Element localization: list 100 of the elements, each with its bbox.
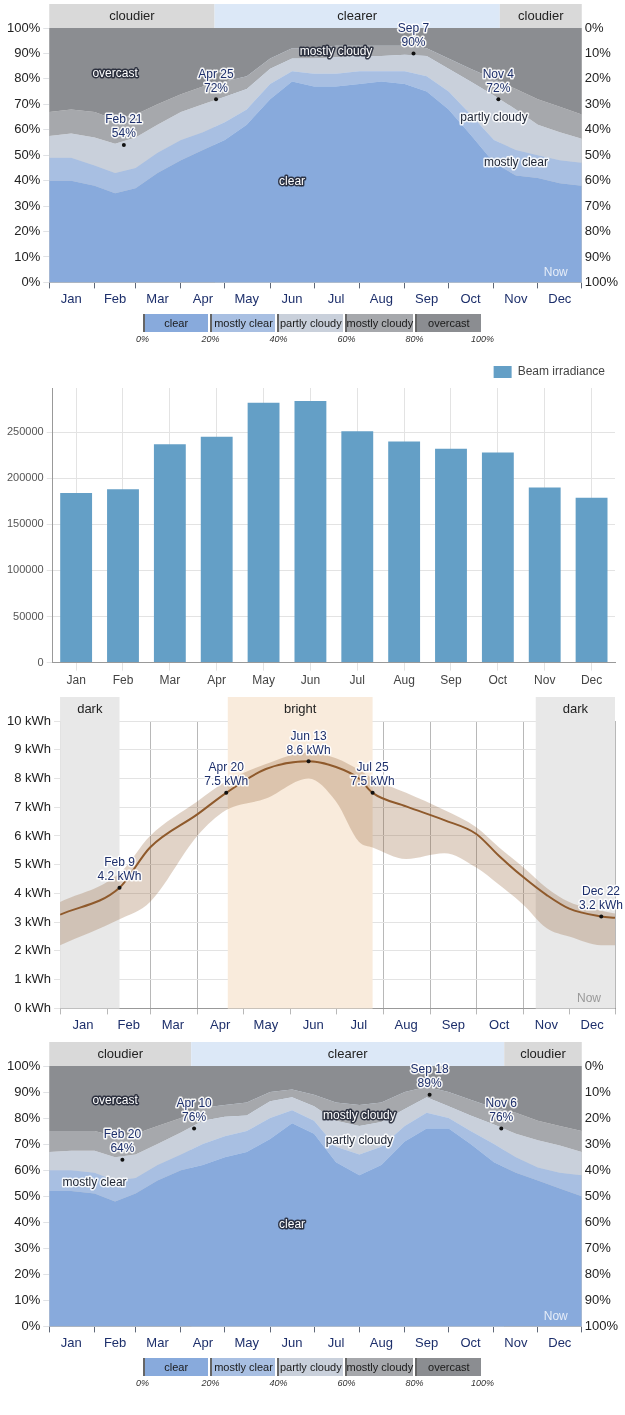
- y-tick-label: 100%: [7, 1057, 41, 1073]
- color-bar-label: 80%: [405, 334, 424, 344]
- series-label: mostly clear: [483, 155, 548, 170]
- y2-tick-label: 90%: [584, 1291, 612, 1307]
- y2-tick-label: 100%: [584, 273, 619, 289]
- bar: [153, 444, 186, 663]
- y2-tick-label: 0%: [584, 1057, 604, 1073]
- text: partly cloudy: [279, 1361, 342, 1373]
- y-tick-label: 30%: [14, 1239, 41, 1255]
- text: mostly clear: [214, 1361, 273, 1373]
- annotation: Feb 21 54%: [105, 112, 143, 141]
- y-tick-label: 8 kWh: [14, 770, 52, 786]
- y2-tick-label: 70%: [584, 1239, 612, 1255]
- annotation: Apr 25 72%: [198, 66, 235, 95]
- x-tick-label: Mar: [146, 290, 170, 306]
- y-tick-label: 10%: [14, 248, 41, 264]
- x-tick-label: Dec: [548, 1334, 572, 1350]
- x-tick-label: Jun: [281, 1334, 303, 1350]
- annotation: Jun 13 8.6 kWh: [286, 728, 331, 757]
- y-tick-label: 70%: [14, 95, 41, 111]
- x-tick-label: Sep: [415, 1334, 439, 1350]
- x-tick-label: Jan: [60, 290, 82, 306]
- color-bar-label: 100%: [470, 334, 495, 344]
- x-tick-label: Aug: [393, 673, 415, 688]
- text: clear: [142, 1358, 208, 1376]
- series-label: mostly cloudy: [323, 1107, 396, 1122]
- text: overcast: [428, 317, 470, 329]
- x-tick-label: Sep: [441, 1016, 465, 1032]
- series-label: partly cloudy: [460, 109, 528, 124]
- x-tick-label: Feb: [112, 673, 134, 688]
- x-tick-label: Feb: [103, 290, 127, 306]
- x-tick-label: Jan: [66, 673, 86, 688]
- x-tick-label: May: [234, 1334, 260, 1350]
- y-tick-label: 9 kWh: [14, 741, 52, 757]
- color-bar-label: 20%: [201, 334, 220, 344]
- y-tick-label: 4 kWh: [14, 885, 52, 901]
- annotation: Dec 22 3.2 kWh: [578, 883, 623, 912]
- annotation: Apr 10 76%: [176, 1095, 213, 1124]
- y2-tick-label: 30%: [584, 1135, 612, 1151]
- x-tick-label: Oct: [460, 1334, 482, 1350]
- y2-tick-label: 100%: [584, 1317, 619, 1333]
- y2-tick-label: 40%: [584, 1161, 612, 1177]
- x-tick-label: Jul: [327, 290, 345, 306]
- y-tick-label: 2 kWh: [14, 942, 52, 958]
- y2-tick-label: 60%: [584, 172, 612, 188]
- x-tick-label: Apr: [192, 1334, 214, 1350]
- color-bar-label: 60%: [337, 1378, 356, 1388]
- y-tick-label: 1 kWh: [14, 971, 52, 987]
- text: mostly clear: [214, 317, 273, 329]
- x-tick-label: Aug: [369, 1334, 393, 1350]
- y-tick-label: 50000: [13, 609, 44, 622]
- annotation: Now: [543, 264, 569, 279]
- color-bar-label: 60%: [337, 334, 356, 344]
- x-tick-label: Dec: [580, 673, 603, 688]
- series-label: overcast: [92, 1093, 139, 1108]
- y-tick-label: 60%: [14, 1161, 41, 1177]
- x-tick-label: Nov: [534, 673, 556, 688]
- x-tick-label: Aug: [369, 290, 393, 306]
- band-label: cloudier: [97, 1045, 144, 1061]
- y-tick-label: 0 kWh: [14, 999, 52, 1015]
- bar: [294, 400, 327, 663]
- band-label: cloudier: [109, 7, 156, 23]
- y2-tick-label: 40%: [584, 121, 612, 137]
- x-tick-label: Mar: [159, 673, 181, 688]
- bar: [247, 402, 280, 663]
- annotation: Nov 6 76%: [485, 1095, 518, 1124]
- color-bar-label: 20%: [201, 1378, 220, 1388]
- y-tick-label: 20%: [14, 1265, 41, 1281]
- y-tick-label: 90%: [14, 1083, 41, 1099]
- y2-tick-label: 30%: [584, 95, 612, 111]
- x-tick-label: Apr: [210, 1016, 231, 1032]
- color-bar-label: 0%: [135, 334, 150, 344]
- band-label: cloudier: [520, 1045, 567, 1061]
- y-tick-label: 0: [37, 655, 44, 668]
- y-tick-label: 100000: [6, 563, 44, 576]
- series-label: mostly cloudy: [299, 43, 373, 58]
- color-bar-label: 80%: [405, 1378, 424, 1388]
- annotation: Feb 20 64%: [103, 1127, 142, 1156]
- x-tick-label: Apr: [192, 290, 214, 306]
- bar: [575, 497, 608, 663]
- band-label: bright: [283, 700, 317, 716]
- x-tick-label: Mar: [161, 1016, 185, 1032]
- y2-tick-label: 20%: [584, 70, 612, 86]
- y2-tick-label: 20%: [584, 1109, 612, 1125]
- y2-tick-label: 10%: [584, 45, 612, 61]
- text: overcast: [428, 1361, 470, 1373]
- x-tick-label: May: [252, 673, 275, 688]
- y-tick-label: 5 kWh: [14, 856, 52, 872]
- y2-tick-label: 50%: [584, 146, 612, 162]
- series-label: overcast: [92, 66, 139, 81]
- y-tick-label: 250000: [6, 425, 44, 438]
- y2-tick-label: 0%: [584, 19, 604, 35]
- x-tick-label: Jul: [327, 1334, 345, 1350]
- y-tick-label: 50%: [14, 1187, 41, 1203]
- x-tick-label: Nov: [534, 1016, 559, 1032]
- y-tick-label: 0%: [21, 273, 41, 289]
- band-label: dark: [77, 700, 103, 716]
- x-tick-label: Oct: [489, 1016, 510, 1032]
- bar: [388, 441, 421, 663]
- bar: [481, 452, 514, 663]
